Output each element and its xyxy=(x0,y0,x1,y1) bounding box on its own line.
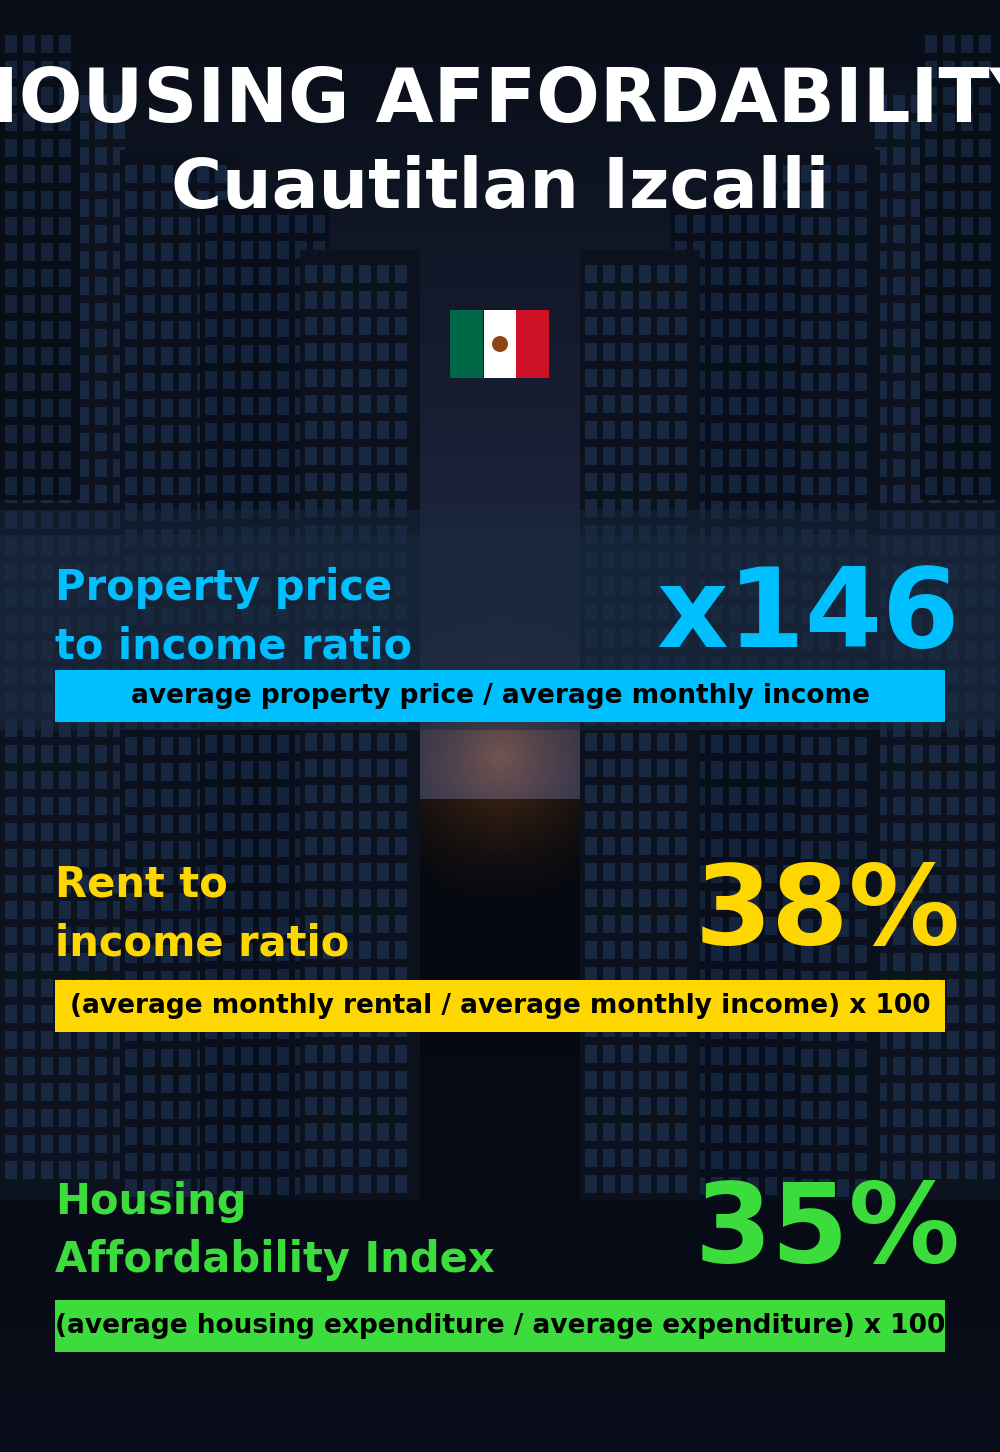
Text: 35%: 35% xyxy=(694,1178,960,1285)
Text: 38%: 38% xyxy=(694,861,960,967)
Text: Housing
Affordability Index: Housing Affordability Index xyxy=(55,1180,495,1281)
Bar xyxy=(0,510,1000,720)
Bar xyxy=(55,980,945,1032)
Text: HOUSING AFFORDABILITY: HOUSING AFFORDABILITY xyxy=(0,65,1000,138)
Bar xyxy=(55,669,945,722)
Bar xyxy=(55,1300,945,1352)
Text: (average housing expenditure / average expenditure) x 100: (average housing expenditure / average e… xyxy=(55,1313,945,1339)
Bar xyxy=(516,309,549,378)
Text: Property price
to income ratio: Property price to income ratio xyxy=(55,566,412,666)
Bar xyxy=(450,309,483,378)
Circle shape xyxy=(492,335,508,351)
Text: (average monthly rental / average monthly income) x 100: (average monthly rental / average monthl… xyxy=(70,993,930,1019)
Bar xyxy=(0,534,1000,730)
Bar xyxy=(484,309,517,378)
Text: Rent to
income ratio: Rent to income ratio xyxy=(55,864,349,964)
Text: average property price / average monthly income: average property price / average monthly… xyxy=(131,682,869,709)
Text: Cuautitlan Izcalli: Cuautitlan Izcalli xyxy=(171,155,829,222)
Text: x146: x146 xyxy=(656,563,960,671)
